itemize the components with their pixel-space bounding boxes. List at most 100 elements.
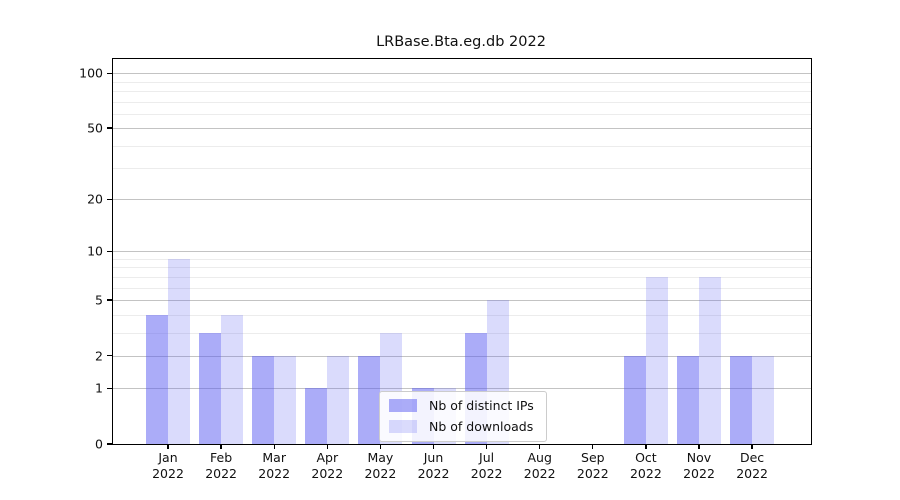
x-axis-label-nov: Nov 2022 xyxy=(683,450,715,482)
y-axis-tick xyxy=(106,387,112,389)
major-gridline xyxy=(113,73,811,75)
x-axis-tick xyxy=(379,444,382,449)
y-axis-label: 5 xyxy=(95,292,103,308)
x-axis-label-may: May 2022 xyxy=(364,450,396,482)
x-axis-tick xyxy=(698,444,700,449)
minor-gridline xyxy=(113,113,811,115)
x-axis-tick xyxy=(167,444,169,449)
minor-gridline xyxy=(113,90,811,92)
legend: Nb of distinct IPs Nb of downloads xyxy=(379,391,547,442)
year-label: 2022 xyxy=(152,466,184,481)
bar-distinct-ips-dec xyxy=(730,355,753,444)
bar-downloads-oct xyxy=(645,276,668,444)
y-axis-label: 1 xyxy=(95,380,103,396)
minor-gridline xyxy=(113,259,811,260)
month-label: Oct xyxy=(635,450,657,465)
bar-downloads-apr xyxy=(327,355,350,444)
x-axis-label-aug: Aug 2022 xyxy=(524,450,556,482)
month-label: Nov xyxy=(686,450,712,465)
x-axis-tick xyxy=(539,444,541,449)
major-gridline xyxy=(113,199,811,201)
x-axis-label-jul: Jul 2022 xyxy=(471,450,503,482)
year-label: 2022 xyxy=(258,466,291,481)
x-axis-label-apr: Apr 2022 xyxy=(311,450,343,482)
month-label: Aug xyxy=(527,450,552,465)
month-label: May xyxy=(367,450,394,465)
month-label: Jul xyxy=(479,450,495,465)
bar-downloads-mar xyxy=(274,355,297,444)
x-axis-tick xyxy=(326,444,328,449)
minor-gridline xyxy=(113,101,811,103)
minor-gridline xyxy=(113,145,811,147)
major-gridline xyxy=(113,355,811,357)
y-axis-label: 100 xyxy=(79,65,103,81)
legend-swatch-distinct-ips xyxy=(389,399,417,412)
y-axis-tick xyxy=(106,443,112,445)
legend-item-downloads: Nb of downloads xyxy=(389,419,537,434)
year-label: 2022 xyxy=(205,466,237,481)
minor-gridline xyxy=(113,267,811,269)
y-axis-tick xyxy=(106,72,112,74)
x-axis-tick xyxy=(432,444,435,449)
chart-title: LRBase.Bta.eg.db 2022 xyxy=(376,34,546,50)
y-axis-label: 20 xyxy=(87,191,103,207)
month-label: Jun xyxy=(423,450,444,465)
x-axis-tick xyxy=(592,444,594,449)
month-label: Mar xyxy=(262,450,286,465)
plot-area: Nb of distinct IPs Nb of downloads 0 1 2 5 1… xyxy=(79,58,812,481)
y-axis-label: 2 xyxy=(95,348,103,364)
year-label: 2022 xyxy=(311,466,344,481)
x-axis-label-jun: Jun 2022 xyxy=(418,450,450,482)
year-label: 2022 xyxy=(683,466,715,481)
y-axis-tick xyxy=(106,299,112,301)
x-axis-label-dec: Dec 2022 xyxy=(736,450,768,482)
minor-gridline xyxy=(113,314,811,316)
minor-gridline xyxy=(113,287,811,289)
month-label: Apr xyxy=(316,450,339,465)
x-axis-tick xyxy=(273,444,275,449)
bar-distinct-ips-mar xyxy=(252,355,275,444)
major-gridline xyxy=(113,300,811,302)
y-axis-tick xyxy=(106,127,112,129)
year-label: 2022 xyxy=(736,466,768,481)
legend-label-distinct-ips: Nb of distinct IPs xyxy=(429,398,534,413)
x-axis-tick xyxy=(485,444,488,449)
year-label: 2022 xyxy=(417,466,450,481)
x-axis-tick xyxy=(751,444,753,449)
y-axis-tick xyxy=(106,355,112,357)
x-axis-label-oct: Oct 2022 xyxy=(630,450,662,482)
y-axis-label: 0 xyxy=(95,436,103,452)
month-label: Feb xyxy=(210,450,233,465)
minor-gridline xyxy=(113,81,811,83)
month-label: Dec xyxy=(739,450,765,465)
bar-distinct-ips-apr xyxy=(305,388,328,444)
x-axis-label-sep: Sep 2022 xyxy=(577,450,609,482)
y-axis-label: 10 xyxy=(87,243,103,259)
bar-distinct-ips-oct xyxy=(623,355,646,444)
y-axis-tick xyxy=(106,250,112,252)
x-axis-tick xyxy=(645,444,647,449)
major-gridline xyxy=(113,388,811,390)
year-label: 2022 xyxy=(629,466,662,481)
y-axis-tick xyxy=(106,198,112,201)
bar-distinct-ips-nov xyxy=(677,355,699,444)
major-gridline xyxy=(113,251,811,253)
y-axis-label: 50 xyxy=(87,120,103,136)
bar-downloads-jan xyxy=(168,259,190,444)
bar-downloads-nov xyxy=(699,276,721,444)
minor-gridline xyxy=(113,332,811,334)
legend-label-downloads: Nb of downloads xyxy=(429,419,534,434)
minor-gridline xyxy=(113,168,811,170)
year-label: 2022 xyxy=(364,466,397,481)
month-label: Jan xyxy=(158,450,178,465)
x-axis-label-jan: Jan 2022 xyxy=(152,450,184,482)
x-axis-label-mar: Mar 2022 xyxy=(258,450,290,482)
bar-distinct-ips-jan xyxy=(146,314,168,444)
year-label: 2022 xyxy=(576,466,609,481)
legend-item-distinct-ips: Nb of distinct IPs xyxy=(389,398,537,413)
bar-downloads-dec xyxy=(752,355,775,444)
minor-gridline xyxy=(113,276,811,278)
x-axis-tick xyxy=(220,444,222,449)
year-label: 2022 xyxy=(470,466,503,481)
